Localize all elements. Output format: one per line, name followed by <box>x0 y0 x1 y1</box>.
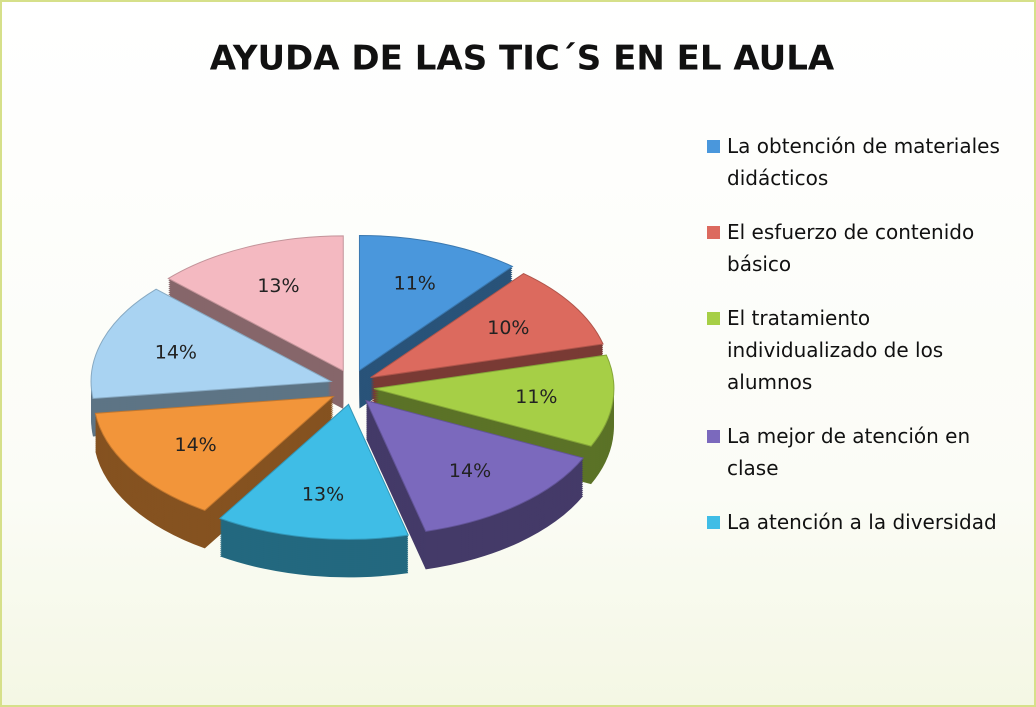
legend: La obtención de materiales didácticos El … <box>707 130 1022 560</box>
legend-label: La atención a la diversidad <box>727 510 997 534</box>
data-label: 13% <box>257 275 299 297</box>
legend-swatch <box>707 516 720 529</box>
slice-top <box>218 403 409 540</box>
legend-label: La mejor de atención en clase <box>727 424 971 480</box>
data-label: 11% <box>515 386 557 408</box>
slice <box>94 395 335 549</box>
data-label: 14% <box>155 342 197 364</box>
chart-title: AYUDA DE LAS TIC´S EN EL AULA <box>210 39 835 79</box>
legend-item: La mejor de atención en clase <box>707 420 1022 484</box>
legend-swatch <box>707 226 720 239</box>
slice-top <box>358 234 514 372</box>
legend-item: La atención a la diversidad <box>707 506 1022 538</box>
data-label: 13% <box>302 484 344 506</box>
legend-label: El esfuerzo de contenido básico <box>727 220 975 276</box>
legend-swatch <box>707 312 720 325</box>
data-label: 11% <box>394 273 436 295</box>
legend-item: El esfuerzo de contenido básico <box>707 216 1022 280</box>
data-label: 10% <box>487 317 529 339</box>
data-label: 14% <box>449 460 491 482</box>
slice-top <box>94 395 335 511</box>
slice <box>218 403 409 578</box>
legend-swatch <box>707 140 720 153</box>
slice <box>365 399 585 570</box>
slice-top <box>365 399 585 532</box>
slice-top <box>373 354 615 447</box>
legend-swatch <box>707 430 720 443</box>
legend-label: El tratamiento individualizado de los al… <box>727 306 944 394</box>
slice-top <box>370 272 604 379</box>
legend-item: La obtención de materiales didácticos <box>707 130 1022 194</box>
slice-top <box>90 288 333 400</box>
legend-item: El tratamiento individualizado de los al… <box>707 302 1022 398</box>
slice-top <box>167 235 344 372</box>
data-label: 14% <box>175 434 217 456</box>
legend-label: La obtención de materiales didácticos <box>727 134 1000 190</box>
